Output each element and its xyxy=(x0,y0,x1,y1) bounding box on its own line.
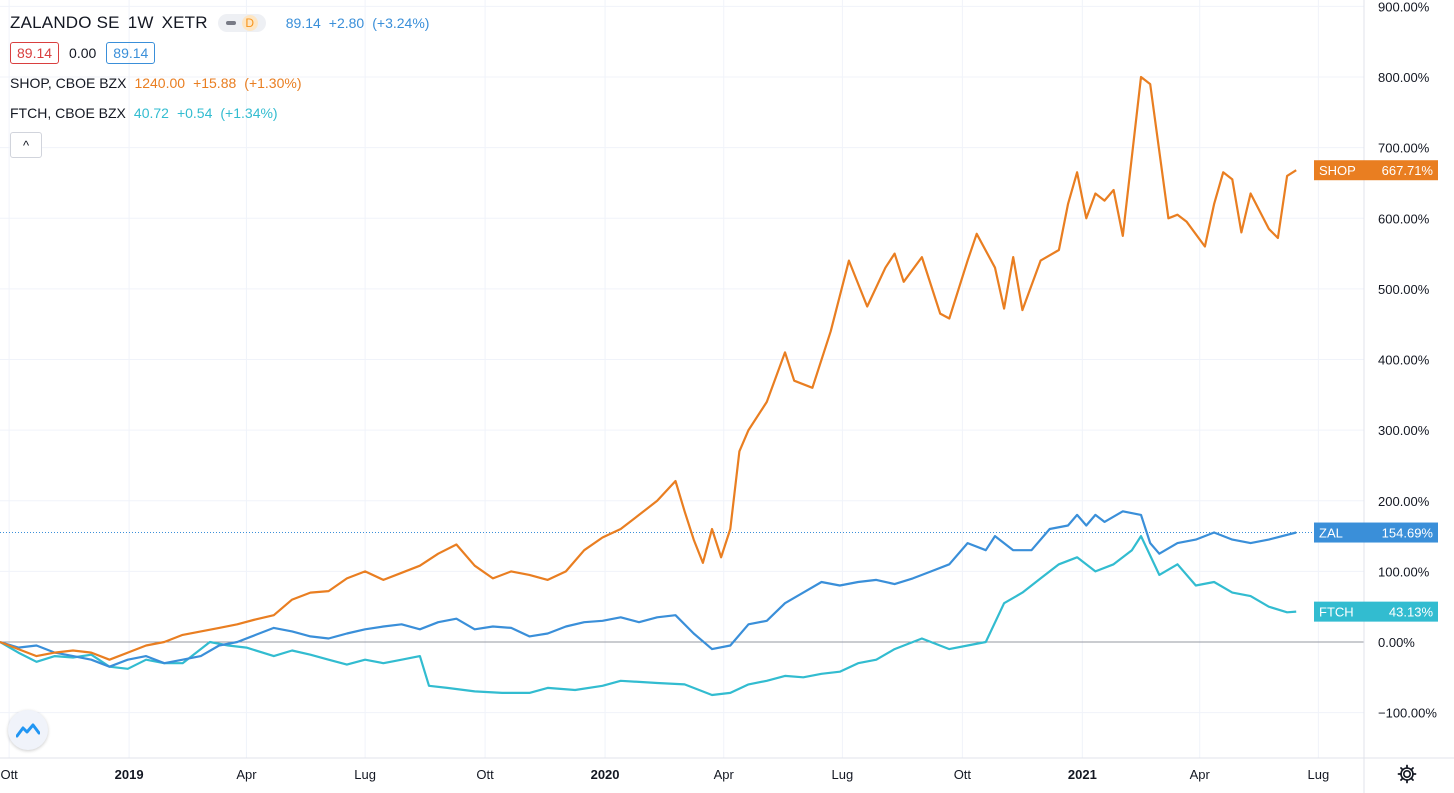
y-tick-label: 500.00% xyxy=(1378,282,1430,297)
price-label-zal: ZAL 154.69% xyxy=(1314,522,1438,543)
price-label-value: 667.71% xyxy=(1382,163,1434,178)
gear-icon[interactable] xyxy=(1396,763,1418,785)
compare-change: +15.88 xyxy=(193,75,237,91)
chevron-up-icon: ^ xyxy=(22,137,30,153)
main-exchange[interactable]: XETR xyxy=(161,13,208,32)
series-line-zal[interactable] xyxy=(0,510,1297,668)
compare-legend-ftch[interactable]: FTCH, CBOE BZX 40.72 +0.54 (+1.34%) xyxy=(10,98,429,128)
series-line-shop[interactable] xyxy=(0,75,1297,661)
main-series-legend[interactable]: ZALANDO SE 1W XETR D 89.14 +2.80 (+3.24%… xyxy=(10,8,429,38)
price-label-symbol: FTCH xyxy=(1319,605,1354,620)
grid-lines xyxy=(0,0,1364,758)
x-tick-label: Apr xyxy=(1190,767,1211,782)
main-interval[interactable]: 1W xyxy=(127,13,154,32)
collapse-legend-button[interactable]: ^ xyxy=(10,132,42,158)
price-label-shop: SHOP 667.71% xyxy=(1314,160,1438,181)
y-tick-label: 900.00% xyxy=(1378,0,1430,14)
bid-price[interactable]: 89.14 xyxy=(10,42,60,64)
x-tick-label: Ott xyxy=(954,767,972,782)
compare-last: 1240.00 xyxy=(134,75,186,91)
x-tick-label: Lug xyxy=(354,767,376,782)
x-tick-label: Lug xyxy=(832,767,854,782)
delayed-badge: D xyxy=(241,15,258,31)
main-change: +2.80 xyxy=(328,15,365,31)
y-tick-label: 400.00% xyxy=(1378,353,1430,368)
price-label-value: 43.13% xyxy=(1389,605,1434,620)
y-tick-label: 0.00% xyxy=(1378,635,1415,650)
x-tick-label: Apr xyxy=(236,767,257,782)
compare-last: 40.72 xyxy=(133,105,169,121)
price-label-ftch: FTCH 43.13% xyxy=(1314,601,1438,622)
compare-change: +0.54 xyxy=(176,105,213,121)
price-label-bg xyxy=(1314,160,1438,181)
y-tick-label: 200.00% xyxy=(1378,494,1430,509)
price-label-bg xyxy=(1314,522,1438,543)
compare-symbol: FTCH, CBOE BZX xyxy=(10,105,126,121)
price-label-symbol: ZAL xyxy=(1319,526,1343,541)
ask-price[interactable]: 89.14 xyxy=(106,42,156,64)
minus-icon xyxy=(225,21,236,25)
main-last-price: 89.14 xyxy=(285,15,321,31)
compare-symbol: SHOP, CBOE BZX xyxy=(10,75,127,91)
y-tick-label: 800.00% xyxy=(1378,70,1430,85)
y-tick-label: 600.00% xyxy=(1378,211,1430,226)
compare-legend-shop[interactable]: SHOP, CBOE BZX 1240.00 +15.88 (+1.30%) xyxy=(10,68,429,98)
series-line-ftch[interactable] xyxy=(0,535,1297,697)
x-tick-label: 2020 xyxy=(591,767,620,782)
price-labels: SHOP 667.71% ZAL 154.69% FTCH 43.13% xyxy=(1314,160,1438,622)
y-tick-label: −100.00% xyxy=(1378,706,1437,721)
x-tick-label: Apr xyxy=(714,767,735,782)
price-label-symbol: SHOP xyxy=(1319,163,1356,178)
x-tick-label: Ott xyxy=(476,767,494,782)
y-tick-label: 100.00% xyxy=(1378,564,1430,579)
compare-change-pct: (+1.30%) xyxy=(244,75,302,91)
collapse-row: ^ xyxy=(10,128,429,162)
market-status-pill[interactable]: D xyxy=(217,14,266,32)
bid-ask-row: 89.14 0.00 89.14 xyxy=(10,38,429,68)
series-lines xyxy=(0,75,1297,697)
tradingview-logo-icon[interactable] xyxy=(8,710,48,750)
main-symbol[interactable]: ZALANDO SE xyxy=(10,13,120,32)
chart-legend: ZALANDO SE 1W XETR D 89.14 +2.80 (+3.24%… xyxy=(10,8,429,162)
compare-change-pct: (+1.34%) xyxy=(220,105,278,121)
x-tick-label: 2019 xyxy=(115,767,144,782)
x-tick-label: 2021 xyxy=(1068,767,1097,782)
price-label-bg xyxy=(1314,601,1438,622)
x-tick-label: Ott xyxy=(0,767,18,782)
main-change-pct: (+3.24%) xyxy=(372,15,430,31)
spread-value: 0.00 xyxy=(69,45,97,61)
x-tick-label: Lug xyxy=(1308,767,1330,782)
price-label-value: 154.69% xyxy=(1382,526,1434,541)
y-tick-label: 700.00% xyxy=(1378,141,1430,156)
y-tick-label: 300.00% xyxy=(1378,423,1430,438)
